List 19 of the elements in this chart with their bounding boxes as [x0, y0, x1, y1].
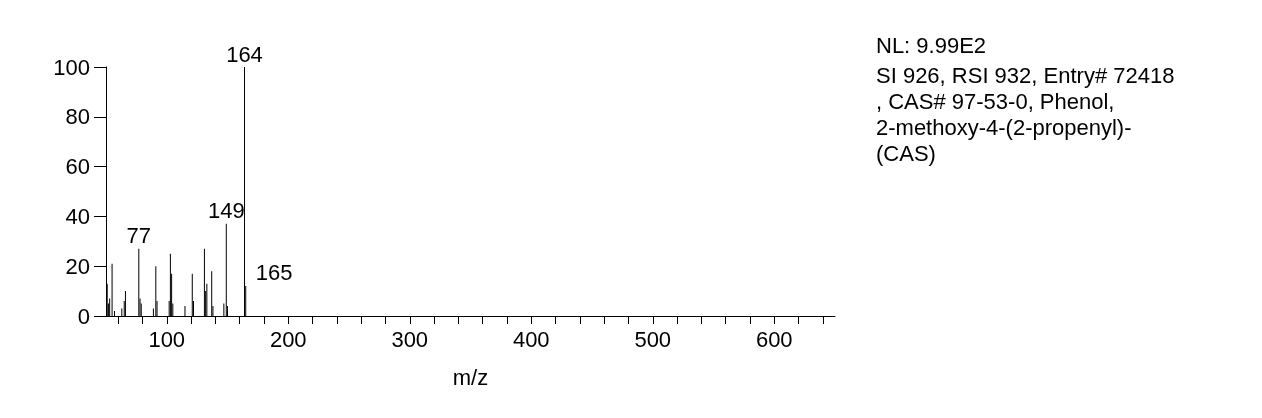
text: SI 926, RSI 932, Entry# 72418, CAS# 97-53-0, Phenol, 2-methoxy-4-(2-propenyl)- (CAS) — [876, 62, 1175, 166]
y-tick-label: 80 — [65, 104, 90, 130]
x-tick-label: 100 — [148, 326, 186, 352]
y-tick-label: 60 — [65, 154, 90, 180]
x-tick-label: 300 — [391, 326, 429, 352]
x-axis-title: m/z — [452, 364, 489, 390]
text: NL: 9.99E2 — [876, 32, 987, 58]
annotation: 149 — [207, 198, 245, 224]
annotation: 165 — [255, 259, 293, 285]
y-tick-label: 20 — [65, 253, 90, 279]
annotation: 164 — [226, 41, 263, 67]
x-tick-label: 500 — [634, 326, 672, 352]
x-tick-label: 200 — [269, 326, 307, 352]
y-tick-label: 100 — [53, 54, 90, 80]
y-tick-label: 0 — [77, 303, 90, 329]
y-tick-label: 40 — [65, 203, 90, 229]
x-tick-label: 400 — [512, 326, 550, 352]
annotation: 77 — [126, 223, 152, 249]
x-tick-label: 600 — [755, 326, 793, 352]
